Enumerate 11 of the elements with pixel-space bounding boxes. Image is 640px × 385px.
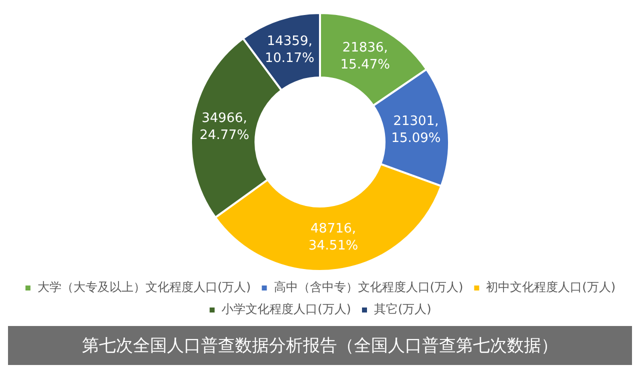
data-label: 21836, 15.47%: [340, 40, 390, 72]
legend-label: 高中（含中专）文化程度人口(万人): [274, 280, 464, 294]
data-label: 48716, 34.51%: [308, 222, 358, 254]
legend-label: 大学（大专及以上）文化程度人口(万人): [37, 280, 251, 294]
text: 第七次全国人口普查数据分析报告（全国人口普查第七次数据）: [8, 326, 632, 365]
data-label: 21301, 15.09%: [391, 114, 441, 146]
legend-label: 小学文化程度人口(万人): [222, 302, 352, 316]
legend-label: 初中文化程度人口(万人): [486, 280, 616, 294]
legend-label: 其它(万人): [374, 302, 432, 316]
data-label: 34966, 24.77%: [200, 111, 250, 144]
data-label: 14359, 10.17%: [264, 34, 314, 66]
